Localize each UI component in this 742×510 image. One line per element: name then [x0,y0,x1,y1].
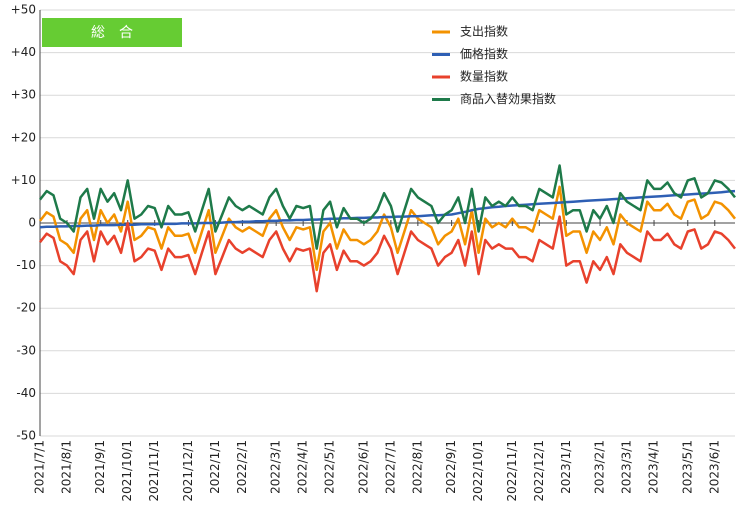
legend-label: 支出指数 [460,24,508,39]
x-tick-label: 2023/1/1 [559,440,573,494]
x-tick-label: 2021/10/1 [120,440,134,502]
legend-label: 数量指数 [460,69,508,84]
x-tick-label: 2022/3/1 [269,440,283,494]
x-tick-label: 2022/6/1 [356,440,370,494]
x-tick-label: 2023/2/1 [593,440,607,494]
x-tick-label: 2021/11/1 [147,440,161,502]
x-tick-label: 2022/1/1 [208,440,222,494]
y-tick-label: -30 [16,343,36,357]
line-series [39,164,736,250]
y-tick-label: +30 [11,88,36,102]
x-tick-label: 2022/8/1 [410,440,424,494]
y-tick-label: +50 [11,3,36,17]
x-tick-label: 2023/6/1 [707,440,721,494]
x-tick-label: 2022/5/1 [323,440,337,494]
y-tick-label: -20 [16,301,36,315]
x-tick-label: 2023/4/1 [647,440,661,494]
x-tick-label: 2022/12/1 [532,440,546,502]
line-series [39,215,736,293]
x-tick-label: 2021/9/1 [93,440,107,494]
annotation: 総 合 [91,25,133,41]
x-tick-label: 2021/7/1 [33,440,47,494]
legend-label: 商品入替効果指数 [460,91,556,106]
y-tick-label: -10 [16,258,36,272]
x-tick-label: 2022/11/1 [505,440,519,502]
x-tick-label: 2023/3/1 [620,440,634,494]
y-tick-label: +40 [11,45,36,59]
x-tick-label: 2022/10/1 [471,440,485,502]
y-tick-label: +10 [11,173,36,187]
y-tick-label: 0 [28,216,36,230]
y-tick-label: -40 [16,386,36,400]
x-tick-label: 2021/12/1 [181,440,195,502]
x-tick-label: 2022/7/1 [383,440,397,494]
line-series [39,185,736,272]
legend-label: 価格指数 [460,46,508,61]
x-tick-label: 2022/4/1 [296,440,310,494]
x-tick-label: 2022/2/1 [235,440,249,494]
x-tick-label: 2021/8/1 [59,440,73,494]
y-tick-label: -50 [16,429,36,443]
x-tick-label: 2023/5/1 [680,440,694,494]
annotation-box [42,18,182,47]
y-tick-label: +20 [11,130,36,144]
x-tick-label: 2022/9/1 [444,440,458,494]
